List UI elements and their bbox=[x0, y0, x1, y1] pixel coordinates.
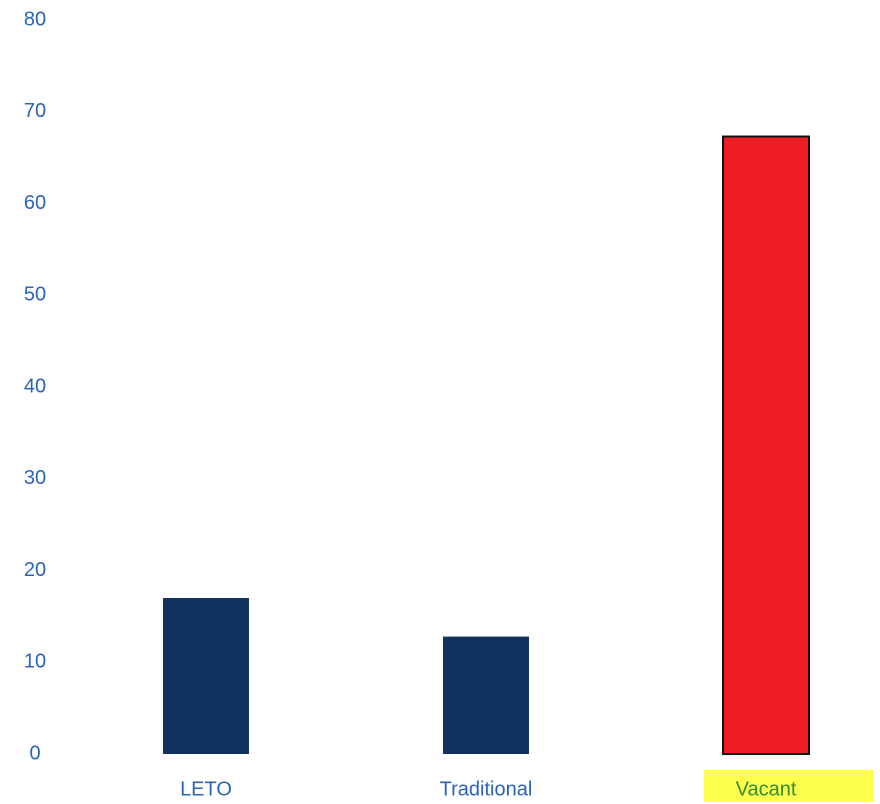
y-axis: 0 10 20 30 40 50 60 70 80 bbox=[24, 8, 46, 764]
bar-traditional bbox=[443, 636, 529, 754]
x-axis: LETO Traditional Vacant bbox=[180, 778, 797, 800]
bar-leto bbox=[163, 598, 249, 754]
y-tick-label: 60 bbox=[24, 192, 46, 214]
bars bbox=[163, 135, 810, 755]
x-category-label: Traditional bbox=[440, 778, 533, 800]
y-tick-label: 0 bbox=[29, 742, 40, 764]
y-tick-label: 50 bbox=[24, 284, 46, 306]
y-tick-label: 20 bbox=[24, 559, 46, 581]
category-highlights bbox=[704, 770, 874, 802]
x-category-label: Vacant bbox=[736, 778, 797, 800]
y-tick-label: 40 bbox=[24, 375, 46, 397]
bar-vacant bbox=[722, 135, 810, 755]
y-tick-label: 30 bbox=[24, 467, 46, 489]
y-tick-label: 80 bbox=[24, 8, 46, 30]
y-tick-label: 70 bbox=[24, 100, 46, 122]
y-axis-ticks: 0 10 20 30 40 50 60 70 80 bbox=[24, 8, 46, 764]
x-axis-labels: LETO Traditional Vacant bbox=[180, 778, 797, 800]
x-category-label: LETO bbox=[180, 778, 232, 800]
category-highlight bbox=[704, 770, 874, 802]
y-tick-label: 10 bbox=[24, 651, 46, 673]
